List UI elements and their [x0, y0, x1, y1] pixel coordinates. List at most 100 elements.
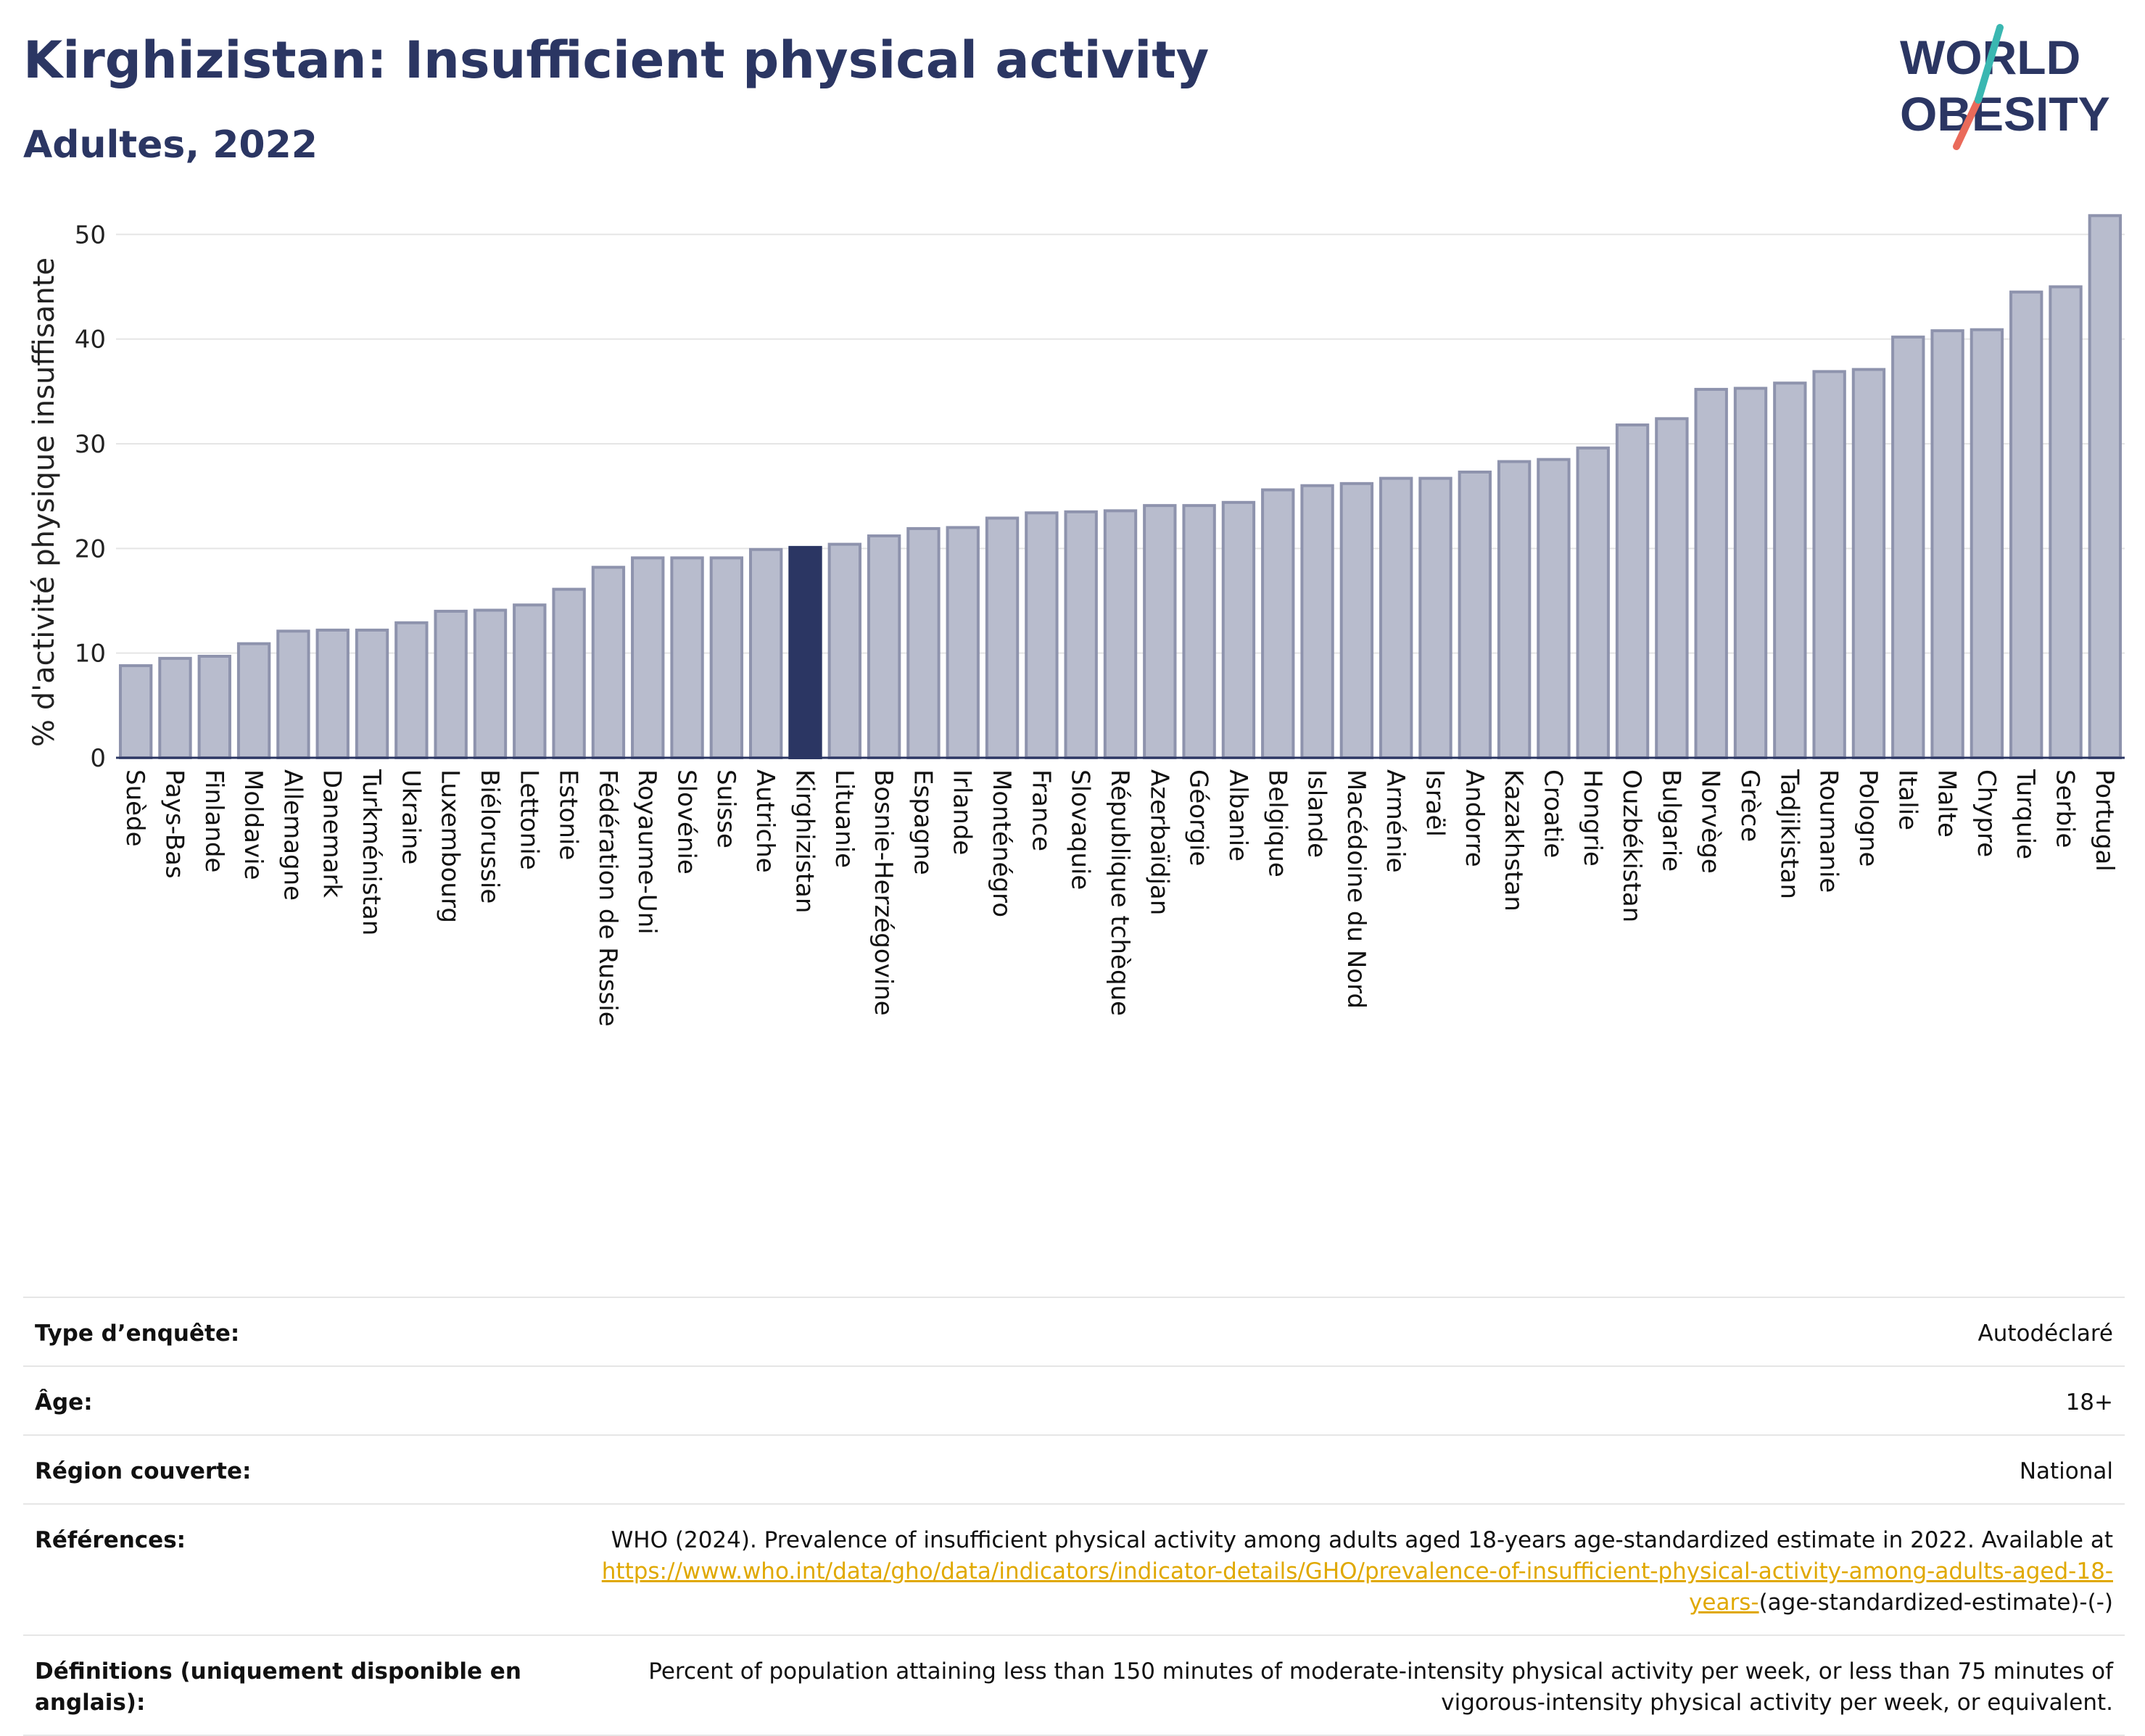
bar-14	[670, 556, 704, 760]
y-tick-label: 30	[75, 430, 106, 459]
bar-5	[315, 628, 350, 759]
meta-row-definitions: Définitions (uniquement disponible en an…	[23, 1636, 2125, 1736]
bar-42	[1773, 381, 1807, 759]
x-tick-label: Kirghizistan	[790, 769, 819, 913]
meta-label: Définitions (uniquement disponible en an…	[35, 1658, 521, 1716]
bar-10	[513, 603, 547, 760]
bar-7	[394, 621, 429, 759]
x-tick-label: Hongrie	[1578, 769, 1607, 867]
bar-12	[591, 566, 626, 759]
bar-33	[1418, 476, 1452, 759]
bar-32	[1379, 476, 1413, 759]
x-tick-label: Turquie	[2011, 769, 2040, 859]
bar-2	[197, 654, 231, 759]
bar-29	[1261, 488, 1295, 759]
bar-38	[1615, 423, 1650, 759]
bar-46	[1930, 329, 1964, 759]
bar-49	[2049, 285, 2083, 760]
x-tick-label: Suède	[120, 769, 149, 847]
bar-47	[1970, 328, 2004, 759]
x-tick-label: Lettonie	[514, 769, 543, 870]
x-tick-label: Royaume-Uni	[632, 769, 661, 935]
bar-9	[473, 608, 508, 760]
x-tick-label: Bosnie-Herzégovine	[869, 769, 898, 1016]
x-tick-label: Grèce	[1735, 769, 1764, 842]
x-tick-label: Arménie	[1381, 769, 1410, 873]
x-tick-label: Andorre	[1460, 769, 1489, 867]
bar-16	[748, 547, 783, 759]
bar-22	[985, 516, 1020, 760]
bar-15	[709, 556, 744, 760]
logo-line2: OBESITY	[1900, 87, 2110, 141]
x-tick-label: Irlande	[948, 769, 977, 855]
meta-value: Percent of population attaining less tha…	[648, 1658, 2113, 1716]
x-tick-label: Italie	[1893, 769, 1922, 830]
x-tick-label: Slovaquie	[1066, 769, 1095, 890]
x-tick-label: Malte	[1933, 769, 1962, 838]
y-tick-label: 10	[75, 640, 106, 669]
x-tick-label: Slovénie	[672, 769, 701, 875]
bar-35	[1497, 460, 1532, 759]
x-tick-label: Albanie	[1223, 769, 1252, 861]
bar-19	[867, 534, 901, 759]
y-tick-label: 40	[75, 326, 106, 355]
x-tick-label: Ouzbékistan	[1617, 769, 1646, 922]
bar-8	[434, 609, 468, 759]
references-suffix: (age-standardized-estimate)-(-)	[1758, 1590, 2113, 1616]
bar-20	[906, 526, 941, 759]
bar-17	[788, 545, 822, 760]
bar-31	[1339, 481, 1374, 759]
bar-26	[1143, 504, 1177, 759]
references-value: WHO (2024). Prevalence of insufficient p…	[561, 1525, 2113, 1619]
meta-label: Références:	[35, 1527, 186, 1553]
bar-23	[1025, 511, 1059, 760]
bar-chart: 0 10 20 30 40 50 % d'activité physique insuffi…	[28, 214, 2125, 1027]
world-obesity-logo: WORLD OBESITY	[1900, 24, 2110, 150]
x-tick-label: Suisse	[711, 769, 740, 848]
x-tick-label: Belgique	[1262, 769, 1291, 877]
bar-41	[1733, 387, 1768, 759]
x-tick-label: Israël	[1421, 769, 1450, 837]
logo-slash-coral	[1953, 96, 1982, 150]
bar-43	[1812, 370, 1846, 759]
logo-slash-teal	[1975, 24, 2004, 104]
x-tick-label: Pays-Bas	[160, 769, 189, 879]
x-tick-label: Macédoine du Nord	[1342, 769, 1371, 1009]
meta-row-survey: Type d’enquête: Autodéclaré	[23, 1298, 2125, 1367]
meta-row-references: Références: WHO (2024). Prevalence of in…	[23, 1505, 2125, 1636]
bar-25	[1103, 509, 1138, 760]
bar-4	[276, 629, 310, 759]
bar-21	[946, 526, 980, 759]
meta-row-age: Âge: 18+	[23, 1367, 2125, 1436]
x-tick-label: Autriche	[751, 769, 780, 873]
page-subtitle: Adultes, 2022	[23, 123, 318, 167]
x-tick-label: Estonie	[554, 769, 583, 860]
bar-3	[236, 642, 271, 759]
x-tick-label: Kazakhstan	[1499, 769, 1528, 912]
bar-24	[1064, 510, 1098, 759]
x-tick-label: Lituanie	[830, 769, 859, 868]
x-tick-label: Serbie	[2051, 769, 2080, 848]
meta-value: Autodéclaré	[1977, 1320, 2113, 1347]
bar-28	[1221, 500, 1256, 760]
meta-value: 18+	[2065, 1389, 2113, 1415]
y-tick-label: 20	[75, 534, 106, 563]
bar-48	[2009, 290, 2043, 760]
x-tick-label: Danemark	[318, 769, 347, 898]
x-tick-label: Turkménistan	[357, 769, 386, 935]
x-tick-label: Tadjikistan	[1774, 769, 1803, 899]
y-tick-label: 50	[75, 220, 106, 249]
bar-1	[158, 656, 192, 760]
references-link[interactable]: https://www.who.int/data/gho/data/indica…	[601, 1558, 2113, 1616]
bar-40	[1694, 387, 1728, 759]
bar-18	[827, 542, 861, 759]
metadata-table: Type d’enquête: Autodéclaré Âge: 18+ Rég…	[23, 1297, 2125, 1736]
x-tick-label: Pologne	[1853, 769, 1882, 867]
x-tick-label: Roumanie	[1814, 769, 1843, 893]
meta-label: Région couverte:	[35, 1458, 252, 1484]
bar-13	[631, 556, 665, 760]
bar-44	[1851, 368, 1886, 759]
x-tick-label: Bulgarie	[1656, 769, 1685, 872]
bar-50	[2088, 214, 2123, 759]
x-tick-label: Espagne	[908, 769, 937, 875]
